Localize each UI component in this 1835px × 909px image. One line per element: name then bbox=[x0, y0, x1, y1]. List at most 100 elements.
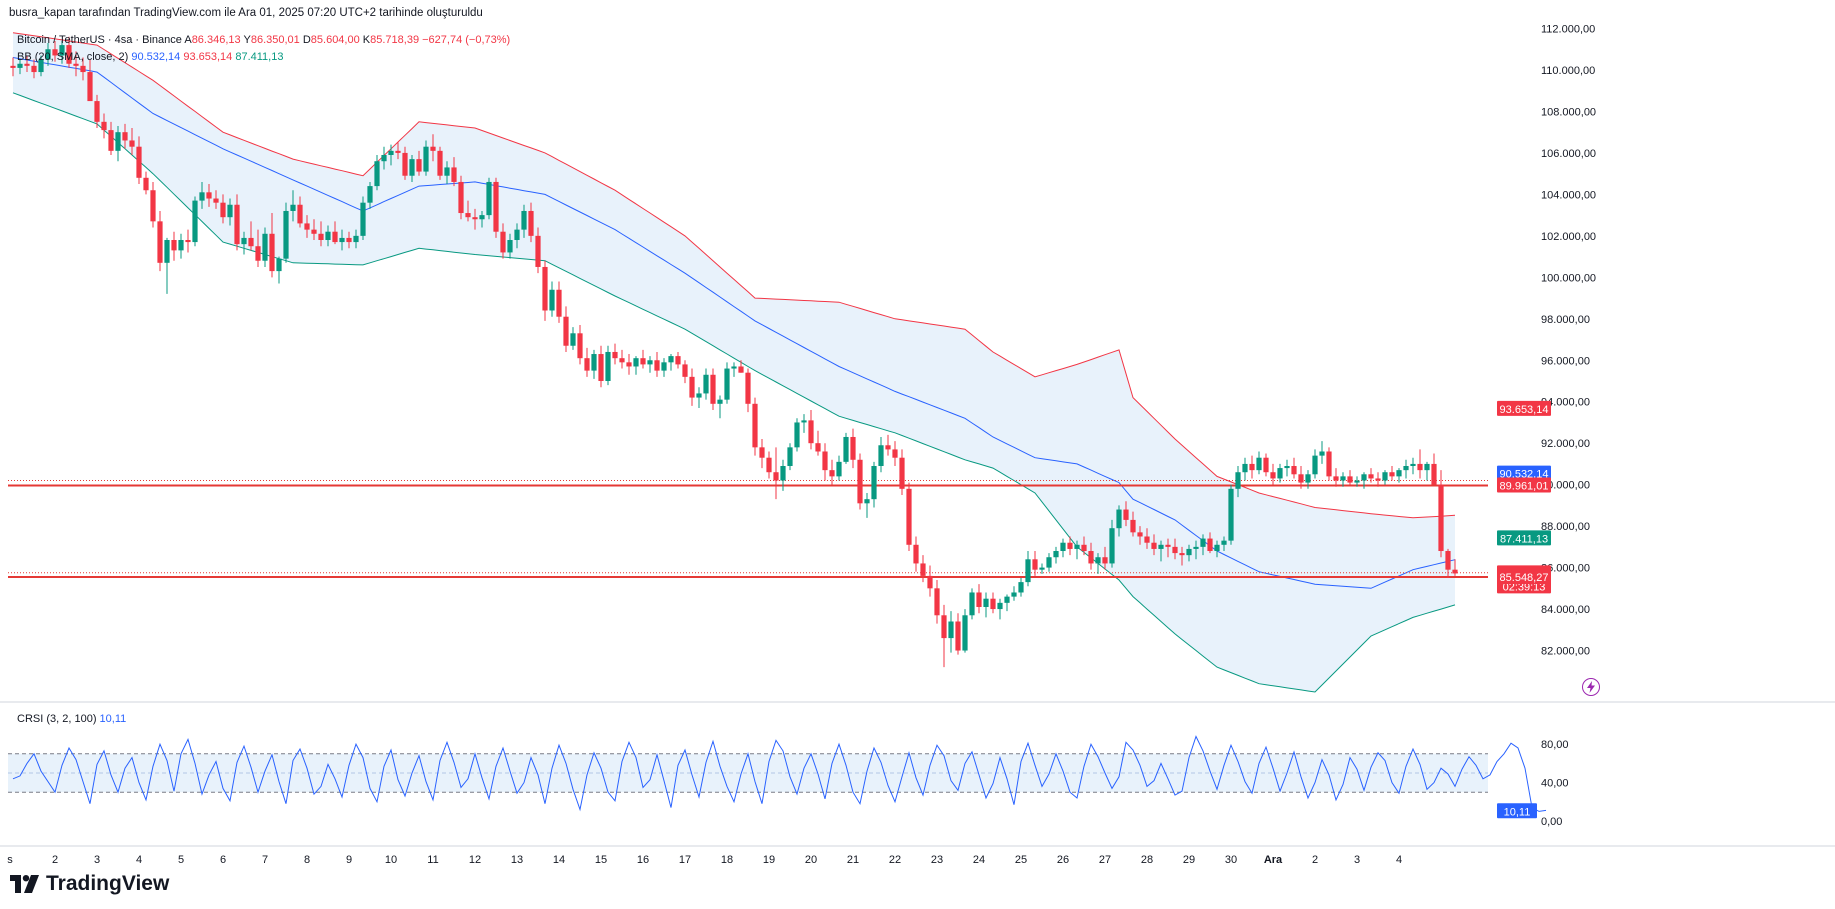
brand-name: TradingView bbox=[46, 872, 170, 895]
candle-body bbox=[31, 65, 37, 73]
candle-body bbox=[318, 233, 324, 240]
candle-body bbox=[1109, 528, 1115, 564]
price-tick-label: 108.000,00 bbox=[1541, 106, 1596, 118]
candle-body bbox=[465, 213, 471, 218]
candle-body bbox=[220, 202, 226, 218]
candle-body bbox=[1088, 551, 1094, 564]
price-tick-label: 98.000,00 bbox=[1541, 314, 1590, 326]
candle-body bbox=[1291, 466, 1297, 475]
candle-body bbox=[1186, 548, 1192, 556]
candle-body bbox=[1039, 567, 1045, 570]
candle-body bbox=[598, 354, 604, 381]
candle-body bbox=[1431, 463, 1437, 485]
price-marker-label: 89.961,01 bbox=[1500, 480, 1549, 492]
candle-body bbox=[122, 132, 128, 141]
time-tick-label: 4 bbox=[1396, 854, 1402, 866]
low-label: D bbox=[302, 34, 311, 46]
price-marker-box bbox=[1497, 477, 1551, 493]
candle-body bbox=[143, 177, 149, 191]
candle-body bbox=[101, 121, 107, 131]
tradingview-brand[interactable]: TradingView bbox=[10, 872, 169, 896]
candle-body bbox=[738, 366, 744, 373]
candle-body bbox=[689, 376, 695, 398]
candle-body bbox=[668, 356, 674, 363]
candle-body bbox=[52, 49, 58, 56]
crsi-label[interactable]: CRSI (3, 2, 100) bbox=[17, 713, 97, 725]
candle-body bbox=[255, 246, 261, 261]
open-label: A bbox=[184, 34, 192, 46]
candle-body bbox=[45, 49, 51, 60]
candle-body bbox=[878, 445, 884, 466]
price-tick-label: 84.000,00 bbox=[1541, 604, 1590, 616]
crsi-tick-label: 80,00 bbox=[1541, 739, 1569, 751]
candle-body bbox=[780, 466, 786, 481]
candle-body bbox=[150, 190, 156, 222]
candle-body bbox=[1256, 457, 1262, 471]
price-tick-label: 96.000,00 bbox=[1541, 355, 1590, 367]
candle-body bbox=[605, 351, 611, 381]
candle-body bbox=[920, 563, 926, 576]
symbol-title[interactable]: Bitcoin / TetherUS · 4sa · Binance bbox=[17, 34, 182, 46]
candle-body bbox=[1298, 474, 1304, 483]
candle-body bbox=[430, 146, 436, 151]
time-tick-label: Ara bbox=[1264, 854, 1283, 866]
candle-body bbox=[1207, 538, 1213, 552]
candle-body bbox=[626, 362, 632, 367]
candle-body bbox=[640, 358, 646, 365]
high-value: 86.350,01 bbox=[250, 34, 300, 46]
candle-body bbox=[808, 420, 814, 444]
time-tick-label: 5 bbox=[178, 854, 184, 866]
crsi-tick-label: 0,00 bbox=[1541, 816, 1562, 828]
candle-body bbox=[1340, 476, 1346, 481]
time-tick-label: 30 bbox=[1225, 854, 1237, 866]
price-tick-label: 82.000,00 bbox=[1541, 646, 1590, 658]
candle-body bbox=[1102, 557, 1108, 564]
candle-body bbox=[1389, 472, 1395, 477]
candle-body bbox=[353, 235, 359, 243]
candle-body bbox=[1165, 544, 1171, 547]
candle-body bbox=[549, 289, 555, 311]
time-tick-label: 20 bbox=[805, 854, 817, 866]
candle-body bbox=[402, 152, 408, 176]
candle-body bbox=[1095, 557, 1101, 564]
candle-body bbox=[66, 45, 72, 64]
candle-body bbox=[577, 333, 583, 359]
candle-body bbox=[1361, 474, 1367, 481]
candle-body bbox=[486, 181, 492, 216]
candle-body bbox=[234, 204, 240, 245]
candle-body bbox=[542, 266, 548, 311]
candle-body bbox=[724, 368, 730, 400]
candle-body bbox=[374, 161, 380, 187]
candle-body bbox=[360, 202, 366, 236]
bollinger-basis-value: 90.532,14 bbox=[131, 51, 181, 63]
time-tick-label: 6 bbox=[220, 854, 226, 866]
candle-body bbox=[332, 231, 338, 243]
candle-body bbox=[283, 210, 289, 259]
candle-body bbox=[1354, 480, 1360, 483]
lightning-icon[interactable] bbox=[1582, 678, 1600, 696]
bollinger-label[interactable]: BB (20, SMA, close, 2) bbox=[17, 51, 129, 63]
candle-body bbox=[1368, 474, 1374, 479]
candle-body bbox=[416, 159, 422, 172]
candle-body bbox=[906, 488, 912, 545]
candle-body bbox=[507, 240, 513, 253]
candle-body bbox=[717, 399, 723, 404]
time-tick-label: 12 bbox=[469, 854, 481, 866]
candle-body bbox=[633, 358, 639, 367]
candle-body bbox=[654, 360, 660, 371]
candle-body bbox=[1067, 542, 1073, 549]
candle-body bbox=[1263, 457, 1269, 473]
price-marker-label: 93.653,14 bbox=[1500, 404, 1549, 416]
price-tick-label: 94.000,00 bbox=[1541, 397, 1590, 409]
bollinger-lower-value: 87.411,13 bbox=[235, 51, 284, 63]
candle-body bbox=[619, 358, 625, 363]
time-tick-label: 29 bbox=[1183, 854, 1195, 866]
candles-group bbox=[10, 36, 1458, 668]
candle-body bbox=[1452, 569, 1458, 574]
candle-body bbox=[451, 167, 457, 182]
candle-body bbox=[752, 403, 758, 448]
price-marker-label: 87.411,13 bbox=[1500, 533, 1548, 545]
candle-body bbox=[59, 45, 65, 56]
candle-body bbox=[1200, 538, 1206, 547]
